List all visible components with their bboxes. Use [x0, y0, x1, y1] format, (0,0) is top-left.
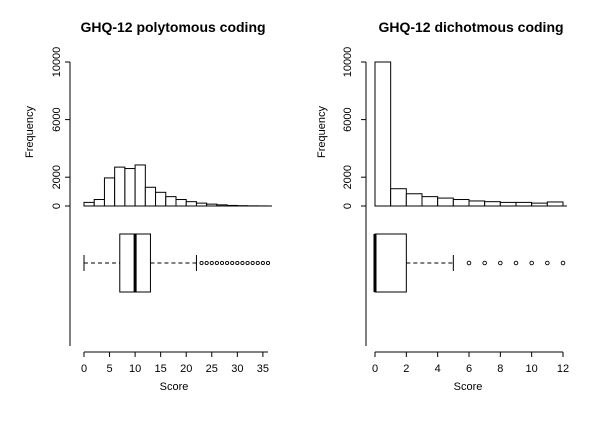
panel-1-histogram-bar	[166, 197, 176, 206]
panel-1-histogram-bar	[125, 169, 135, 206]
panel-1-histogram-bar	[145, 187, 155, 206]
panel-2-title: GHQ-12 dichotmous coding	[378, 19, 563, 35]
panel-2-y-tick-label: 0	[342, 203, 354, 209]
panel-2-x-tick-label: 10	[526, 363, 538, 375]
panel-2-histogram-bar	[391, 189, 407, 206]
panel-1-x-tick-label: 5	[106, 363, 112, 375]
panel-1-boxplot-outlier	[220, 261, 223, 264]
panel-2-histogram-bar	[438, 198, 454, 206]
panel-1-boxplot-outlier	[231, 261, 234, 264]
panel-2-x-tick-label: 12	[557, 363, 569, 375]
panel-2-boxplot-outlier	[530, 261, 534, 265]
panel-1-boxplot-outlier	[256, 261, 259, 264]
panel-2-x-tick-label: 2	[403, 363, 409, 375]
panel-1-boxplot-outlier	[241, 261, 244, 264]
panel-2-boxplot-outlier	[514, 261, 518, 265]
panel-1-boxplot-outlier	[266, 261, 269, 264]
panel-2-histogram-bar	[375, 62, 391, 206]
panel-1-histogram-bar	[104, 178, 114, 206]
panel-1-x-tick-label: 20	[180, 363, 192, 375]
panel-2-boxplot-outlier	[499, 261, 503, 265]
panel-1-y-tick-label: 10000	[51, 47, 63, 78]
panel-1-histogram-bar	[135, 165, 145, 206]
panel-1-boxplot-outlier	[205, 261, 208, 264]
panel-1-histogram-bar	[186, 202, 196, 206]
panel-2-histogram-bar	[547, 202, 563, 206]
panel-2-x-tick-label: 6	[466, 363, 472, 375]
panel-2-boxplot-outlier	[483, 261, 487, 265]
panel-1-x-tick-label: 0	[81, 363, 87, 375]
panel-2-boxplot-outlier	[546, 261, 550, 265]
panel-1-title: GHQ-12 polytomous coding	[80, 19, 265, 35]
panel-2-y-tick-label: 2000	[342, 165, 354, 189]
panel-1-boxplot-outlier	[226, 261, 229, 264]
panel-1-boxplot-outlier	[200, 261, 203, 264]
panel-2-boxplot-outlier	[467, 261, 471, 265]
panel-2-boxplot-outlier	[561, 261, 565, 265]
panel-1-histogram-bar	[115, 167, 125, 206]
panel-1-x-tick-label: 35	[257, 363, 269, 375]
panel-2-y-tick-label: 10000	[342, 47, 354, 78]
panel-2-histogram-bar	[485, 202, 501, 206]
panel-1-boxplot-outlier	[251, 261, 254, 264]
panel-1-histogram-bar	[176, 200, 186, 206]
panel-2-histogram-bar	[469, 201, 485, 206]
panel-1-histogram-bar	[94, 200, 104, 206]
panel-1-x-tick-label: 15	[155, 363, 167, 375]
panel-1-boxplot-outlier	[236, 261, 239, 264]
panel-1-y-tick-label: 6000	[51, 107, 63, 131]
panel-1-boxplot-outlier	[261, 261, 264, 264]
panel-1-boxplot-outlier	[210, 261, 213, 264]
panel-1-x-tick-label: 25	[206, 363, 218, 375]
panel-1-x-axis-label: Score	[160, 381, 189, 393]
panel-2-x-tick-label: 8	[497, 363, 503, 375]
panel-2-histogram-bar	[516, 202, 532, 206]
panel-1-y-tick-label: 0	[51, 203, 63, 209]
panel-2-y-axis-label: Frequency	[316, 106, 328, 158]
panel-1-x-tick-label: 10	[129, 363, 141, 375]
panel-1-histogram-bar	[84, 202, 94, 206]
panel-1-histogram-bar	[156, 192, 166, 206]
panel-1-x-tick-label: 30	[231, 363, 243, 375]
panel-2-histogram-bar	[406, 194, 422, 206]
panel-1-y-axis-label: Frequency	[24, 106, 36, 158]
panel-2-y-tick-label: 6000	[342, 107, 354, 131]
panel-2-x-axis-label: Score	[454, 381, 483, 393]
panel-2-histogram-bar	[500, 202, 516, 206]
panel-1-y-tick-label: 2000	[51, 165, 63, 189]
panel-1-boxplot-outlier	[246, 261, 249, 264]
panel-2-histogram-bar	[453, 200, 469, 206]
panel-2-x-tick-label: 0	[372, 363, 378, 375]
panel-2-boxplot-box	[375, 234, 406, 292]
panel-2-x-tick-label: 4	[435, 363, 441, 375]
panel-1-boxplot-outlier	[215, 261, 218, 264]
panel-2-histogram-bar	[422, 197, 438, 206]
